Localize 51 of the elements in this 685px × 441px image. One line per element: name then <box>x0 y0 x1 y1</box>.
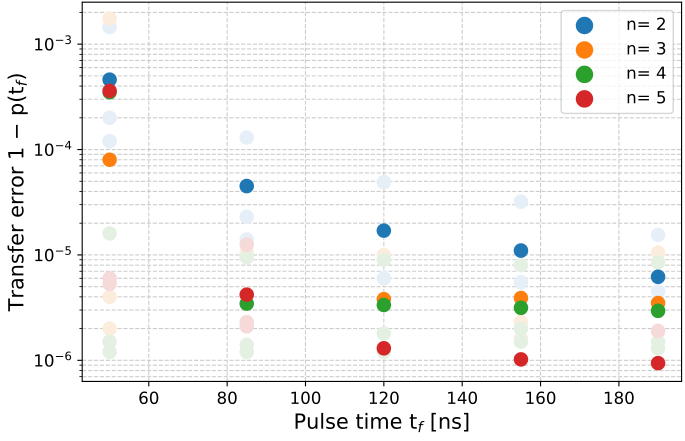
x-tick-label: 160 <box>526 391 556 404</box>
point <box>102 290 117 304</box>
point <box>239 130 254 145</box>
legend-label: n= 5 <box>628 91 666 104</box>
y-tick-label: 10$^{−3}$ <box>35 35 71 51</box>
point <box>514 243 528 258</box>
x-tick-label: 140 <box>448 391 477 404</box>
y-tick-label: 10$^{−4}$ <box>35 140 72 156</box>
x-tick-label: 80 <box>218 391 237 404</box>
x-tick-label: 180 <box>604 391 634 404</box>
point <box>650 228 666 242</box>
point <box>239 250 254 265</box>
point <box>514 352 528 367</box>
point <box>514 275 528 290</box>
point <box>102 134 117 148</box>
point <box>239 237 254 252</box>
point <box>239 178 254 194</box>
point <box>514 194 528 209</box>
x-axis-title: Pulse time t$_{f}$ [ns] <box>296 412 468 432</box>
legend-label: n= 3 <box>628 42 666 55</box>
point <box>376 223 392 238</box>
point <box>239 210 254 224</box>
point <box>102 152 117 168</box>
point <box>102 226 117 241</box>
y-tick-label: 10$^{−5}$ <box>35 246 71 262</box>
point <box>650 255 666 270</box>
point <box>376 252 392 268</box>
point <box>239 287 254 302</box>
point <box>376 271 392 286</box>
y-tick-label: 10$^{−6}$ <box>35 351 72 367</box>
point <box>650 304 666 318</box>
x-tick-label: 100 <box>291 391 320 404</box>
point <box>102 321 117 336</box>
point <box>650 270 666 284</box>
point <box>376 174 392 190</box>
legend-label: n= 4 <box>628 66 666 79</box>
point <box>376 298 392 312</box>
legend-label: n= 2 <box>628 18 665 30</box>
x-tick-label: 60 <box>139 391 158 404</box>
point <box>514 334 528 350</box>
point <box>650 324 666 338</box>
point <box>102 110 117 126</box>
point <box>514 321 528 336</box>
x-tick-label: 120 <box>370 391 399 404</box>
point <box>376 326 392 341</box>
point <box>514 258 528 272</box>
point <box>650 356 666 370</box>
y-axis-title: Transfer error 1 − p(t$_{f}$) <box>8 74 28 312</box>
point <box>514 300 528 316</box>
point <box>376 341 392 356</box>
point <box>102 11 117 26</box>
